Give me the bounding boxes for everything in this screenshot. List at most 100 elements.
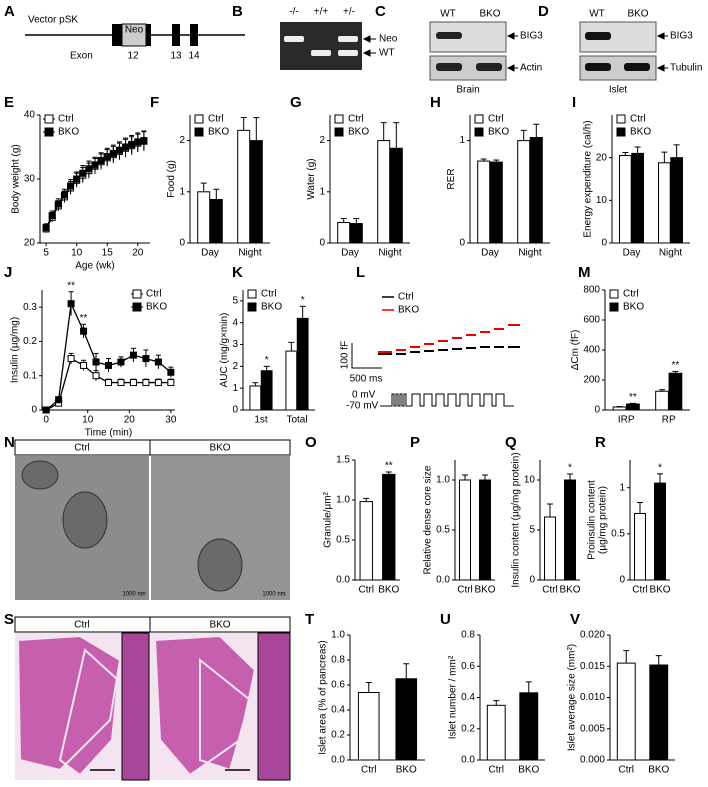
legend-swatch [616,127,626,137]
legend-swatch [44,127,54,137]
bar [337,222,351,244]
legend-label: BKO [261,302,282,313]
bar [237,129,251,244]
marker [129,379,137,387]
marker [128,140,136,148]
significance: * [568,463,572,474]
legend-swatch [194,114,204,124]
x-tick-label: IRP [618,415,635,426]
exon-block [112,24,122,46]
y-tick-label: 2 [232,361,238,372]
y-axis-label: Proinsulin content [587,480,598,560]
inset [121,632,150,781]
series-line [45,301,172,411]
series-line [45,140,144,228]
blot-band [476,63,502,71]
marker [167,379,175,387]
x-tick-label: Night [238,248,262,259]
legend-swatch [247,302,257,312]
y-axis-label: Food (g) [166,160,177,198]
legend-label: BKO [398,305,419,316]
y-tick-label: 5 [529,525,535,536]
capacitance-trace [378,346,520,355]
x-tick-label: 30 [165,415,177,426]
bar [631,152,644,244]
x-tick-label: 10 [71,248,83,259]
x-tick-label: Night [659,248,683,259]
x-tick-label: Ctrl [488,765,504,776]
y-tick-label: 0.000 [580,755,605,766]
x-tick-label: Day [201,248,219,259]
y-tick-label: 0.6 [331,680,345,691]
bar [389,147,403,244]
x-tick-label: Ctrl [361,765,377,776]
gel-band [311,50,331,56]
bar [668,372,683,411]
series-line [45,140,145,230]
bar [655,390,669,411]
bar [634,513,646,581]
marker [92,358,100,366]
bar [359,501,373,581]
panel-label: L [356,264,365,281]
x-tick-label: 1st [254,415,268,426]
legend-swatch [334,114,344,124]
bar [544,516,556,581]
bar [296,317,309,411]
exon-number: 12 [127,51,139,62]
neo-label: Neo [125,25,144,36]
y-tick-label: 30 [24,174,36,185]
tissue-label: Brain [456,85,479,96]
y-tick-label: 10 [596,195,608,206]
blot-band [585,32,611,40]
group-label: Ctrl [74,620,90,631]
panel-label: Q [505,434,517,451]
x-tick-label: Night [518,248,542,259]
bar [285,350,298,411]
legend-swatch [194,127,204,137]
y-tick-label: 0.0 [336,575,350,586]
bar [517,140,531,244]
x-tick-label: Ctrl [632,585,648,596]
legend-swatch [609,289,619,299]
bar [260,370,273,411]
lane-label: WT [440,9,456,20]
panel-label: H [430,94,441,111]
bar [459,479,471,581]
legend-label: Ctrl [58,114,74,125]
panel-label: C [375,3,386,20]
bar [209,198,223,244]
marker [80,327,88,335]
y-axis-label: Body weight (g) [11,144,22,213]
y-tick-label: 40 [24,110,36,121]
voltage-protocol [380,393,514,407]
marker [122,143,130,151]
legend-label: Ctrl [623,289,639,300]
y-tick-label: 0.020 [580,630,605,641]
x-tick-label: BKO [559,585,580,596]
marker [79,169,87,177]
legend-label: Ctrl [146,289,162,300]
marker [134,138,142,146]
y-tick-label: 0.1 [23,370,37,381]
y-axis-label: Water (g) [306,158,317,199]
marker [48,211,56,219]
y-tick-label: 0 [232,405,238,416]
marker [115,146,123,154]
x-tick-label: 0 [43,415,49,426]
marker [54,200,62,208]
y-tick-label: 0.0 [331,755,345,766]
marker [117,379,125,387]
marker [117,358,125,366]
panel-a: A Vector pSK Neo Exon 12 13 14 [4,3,245,62]
panel-s: S Ctrl BKO [4,611,291,781]
bar [349,223,363,244]
legend-swatch [334,127,344,137]
y-tick-label: 0 [459,238,465,249]
significance: ** [385,461,393,472]
significance: ** [629,392,637,403]
marker [80,361,88,369]
arrow [362,35,376,57]
legend-swatch [616,114,626,124]
panel-label: P [410,434,420,451]
